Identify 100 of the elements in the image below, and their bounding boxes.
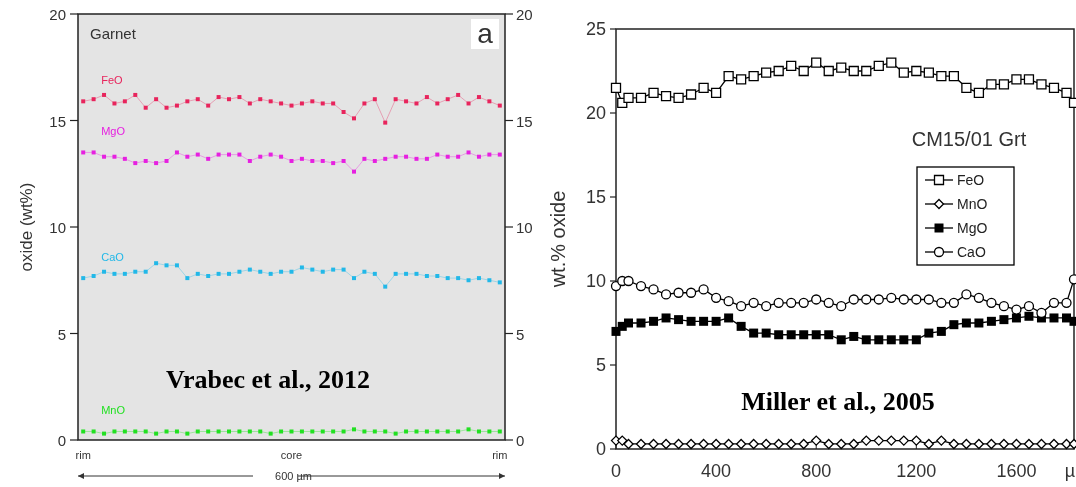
point bbox=[331, 429, 336, 434]
point bbox=[476, 95, 481, 100]
point bbox=[289, 103, 294, 108]
point bbox=[710, 87, 722, 98]
point bbox=[383, 284, 388, 289]
annotation: Vrabec et al., 2012 bbox=[166, 365, 370, 394]
point bbox=[1061, 313, 1071, 323]
point bbox=[404, 429, 409, 434]
point bbox=[122, 429, 127, 434]
point bbox=[723, 296, 734, 307]
point bbox=[497, 429, 502, 434]
point bbox=[310, 267, 315, 272]
y2-tick-label: 20 bbox=[516, 6, 533, 23]
point bbox=[873, 435, 884, 446]
point bbox=[476, 276, 481, 281]
legend-label: MnO bbox=[957, 196, 988, 212]
point bbox=[341, 429, 346, 434]
point bbox=[112, 271, 117, 276]
point bbox=[237, 269, 242, 274]
point bbox=[476, 429, 481, 434]
y-axis-title: oxide (wt%) bbox=[17, 182, 36, 272]
point bbox=[227, 271, 232, 276]
point bbox=[886, 435, 897, 446]
point bbox=[899, 335, 909, 345]
point bbox=[164, 429, 169, 434]
point bbox=[961, 318, 971, 328]
point bbox=[289, 269, 294, 274]
point bbox=[886, 335, 896, 345]
point bbox=[351, 276, 356, 281]
point bbox=[289, 158, 294, 163]
point bbox=[711, 316, 721, 326]
point bbox=[91, 429, 96, 434]
point bbox=[143, 105, 148, 110]
y-tick-label: 5 bbox=[595, 355, 606, 375]
point bbox=[143, 429, 148, 434]
point bbox=[216, 429, 221, 434]
point bbox=[237, 429, 242, 434]
point bbox=[786, 297, 797, 308]
annotation: a bbox=[477, 18, 494, 49]
point bbox=[911, 335, 921, 345]
point bbox=[761, 301, 772, 312]
point bbox=[362, 101, 367, 106]
point bbox=[227, 429, 232, 434]
point bbox=[456, 276, 461, 281]
point bbox=[185, 276, 190, 281]
y2-tick-label: 15 bbox=[516, 112, 533, 130]
point bbox=[227, 152, 232, 157]
point bbox=[81, 99, 86, 104]
point bbox=[811, 294, 822, 305]
point bbox=[1036, 79, 1047, 90]
legend-label: CaO bbox=[957, 244, 986, 260]
point bbox=[861, 335, 871, 345]
x-axis-title: 600 µm bbox=[275, 470, 312, 482]
point bbox=[102, 154, 107, 159]
point bbox=[685, 438, 697, 450]
point bbox=[122, 156, 127, 161]
point bbox=[299, 156, 304, 161]
point bbox=[383, 156, 388, 161]
point bbox=[685, 89, 697, 100]
point bbox=[861, 65, 872, 77]
point bbox=[206, 429, 211, 434]
point bbox=[91, 150, 96, 155]
point bbox=[648, 438, 659, 450]
point bbox=[456, 154, 461, 159]
point bbox=[414, 156, 419, 161]
point bbox=[320, 101, 325, 106]
point bbox=[898, 294, 909, 305]
point bbox=[331, 101, 336, 106]
point bbox=[445, 154, 450, 159]
point bbox=[999, 315, 1009, 325]
point bbox=[268, 152, 273, 157]
point bbox=[362, 269, 367, 274]
point bbox=[836, 301, 847, 312]
point bbox=[773, 438, 784, 450]
point bbox=[268, 99, 273, 104]
point bbox=[487, 278, 492, 283]
point bbox=[466, 101, 471, 106]
point bbox=[122, 99, 127, 104]
point bbox=[279, 154, 284, 159]
point bbox=[949, 320, 959, 330]
point bbox=[786, 60, 797, 72]
point bbox=[723, 70, 734, 82]
point bbox=[247, 101, 252, 106]
y-tick-label: 5 bbox=[57, 325, 66, 343]
point bbox=[289, 429, 294, 434]
point bbox=[466, 150, 471, 155]
point bbox=[185, 99, 190, 104]
point bbox=[1011, 304, 1022, 315]
point bbox=[435, 101, 440, 106]
point bbox=[133, 161, 138, 166]
point bbox=[216, 95, 221, 100]
point bbox=[393, 271, 398, 276]
point bbox=[1048, 297, 1060, 308]
point bbox=[476, 154, 481, 159]
point bbox=[973, 438, 985, 450]
point bbox=[660, 289, 672, 300]
point bbox=[112, 154, 117, 159]
point bbox=[227, 97, 232, 102]
point bbox=[404, 271, 409, 276]
y-tick-label: 15 bbox=[49, 112, 66, 130]
